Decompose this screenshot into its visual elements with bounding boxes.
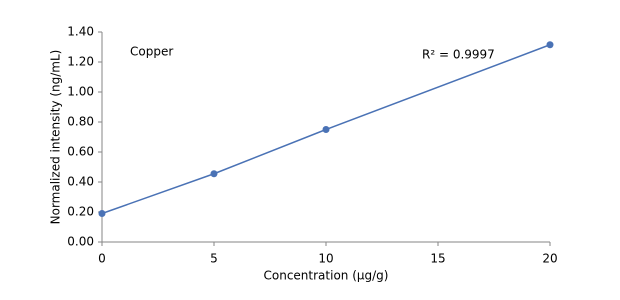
data-point [210, 170, 218, 178]
x-axis-title: Concentration (µg/g) [264, 269, 389, 283]
y-tick-label: 0.60 [67, 145, 94, 159]
data-point [322, 126, 330, 133]
annotation: R² = 0.9997 [422, 48, 495, 62]
y-tick-label: 1.20 [67, 55, 94, 69]
annotation: Copper [130, 45, 173, 59]
y-tick-label: 1.40 [67, 25, 94, 39]
x-tick-label: 0 [98, 252, 106, 266]
y-tick-label: 0.00 [67, 235, 94, 249]
y-tick-label: 0.40 [67, 175, 94, 189]
y-tick-label: 0.80 [67, 115, 94, 129]
y-tick-label: 0.20 [67, 205, 94, 219]
x-tick-label: 5 [210, 252, 218, 266]
data-point [98, 210, 106, 217]
x-tick-label: 20 [542, 252, 557, 266]
x-tick-label: 15 [430, 252, 445, 266]
y-tick-label: 1.00 [67, 85, 94, 99]
x-tick-label: 10 [318, 252, 333, 266]
data-line [101, 44, 551, 215]
y-axis-title: Normalized intensity (ng/mL) [49, 50, 63, 225]
data-point [546, 41, 554, 49]
